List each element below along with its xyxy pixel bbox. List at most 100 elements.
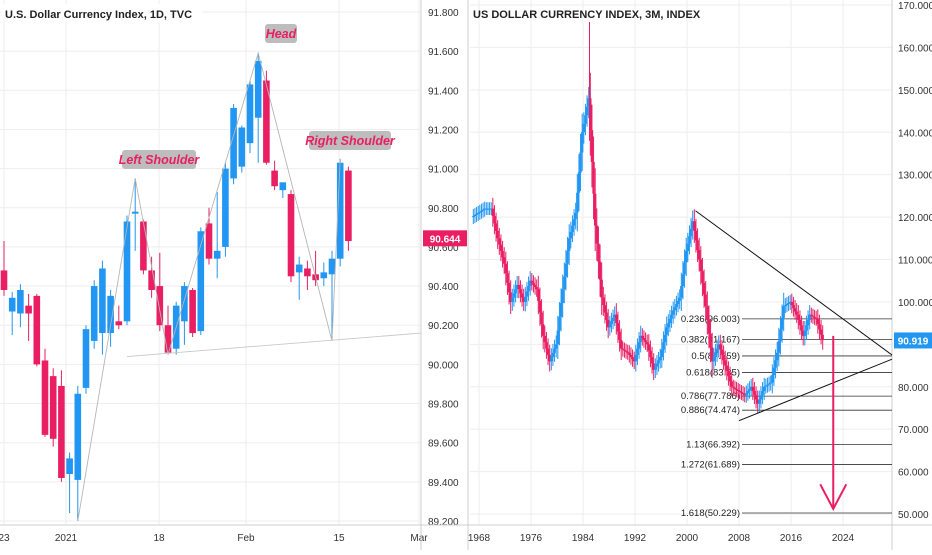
right-shoulder-label: Right Shoulder	[305, 134, 396, 148]
right-x-tick-label: 2016	[780, 533, 803, 544]
quarter-candle-body	[493, 216, 496, 224]
quarter-candle-body	[821, 334, 824, 341]
quarter-candle-body	[720, 349, 724, 355]
quarter-candle-body	[626, 351, 629, 353]
quarter-candle-body	[590, 130, 594, 162]
right-chart-title: US DOLLAR CURRENCY INDEX, 3M, INDEX	[473, 9, 701, 21]
right-x-tick-label: 1976	[520, 533, 543, 544]
quarter-candle-body	[637, 342, 641, 349]
quarter-candle-body	[634, 354, 638, 362]
quarter-candle-body	[683, 262, 686, 275]
candle-body	[263, 80, 270, 163]
quarter-candle-body	[611, 317, 615, 322]
candle-body	[140, 221, 147, 271]
quarter-candle-body	[709, 333, 712, 348]
quarter-candle-body	[538, 300, 542, 313]
quarter-candle-body	[733, 387, 737, 389]
quarter-candle-body	[480, 210, 483, 212]
left-y-tick-label: 90.800	[428, 204, 459, 215]
quarter-candle-body	[798, 319, 802, 326]
quarter-candle-body	[571, 225, 574, 232]
quarter-candle-body	[556, 330, 560, 345]
right-x-tick-label: 1984	[572, 533, 595, 544]
quarter-candle-body	[629, 354, 633, 358]
right-price-tag: 90.919	[898, 336, 929, 347]
quarter-candle-body	[496, 230, 499, 239]
quarter-candle-body	[494, 223, 498, 231]
right-x-tick-label: 2008	[728, 533, 751, 544]
head-label: Head	[266, 27, 297, 41]
quarter-candle-body	[559, 302, 563, 317]
quarter-candle-body	[662, 342, 665, 350]
candle-body	[328, 258, 336, 275]
quarter-candle-body	[592, 161, 595, 194]
candle-body	[33, 295, 41, 365]
quarter-candle-body	[719, 344, 722, 350]
quarter-candle-body	[618, 331, 621, 341]
candle-body	[107, 295, 114, 334]
quarter-candle-body	[808, 314, 811, 320]
quarter-candle-body	[548, 354, 551, 362]
quarter-candle-body	[660, 349, 664, 358]
left-y-tick-label: 91.600	[428, 47, 459, 58]
quarter-candle-body	[631, 357, 634, 360]
candle-body	[74, 393, 82, 480]
quarter-candle-body	[569, 231, 573, 239]
quarter-candle-body	[777, 341, 781, 353]
left-plot-background	[0, 0, 421, 550]
quarter-candle-body	[806, 319, 810, 326]
quarter-candle-body	[740, 392, 743, 394]
right-shoulder-label-box	[309, 131, 391, 150]
candle-body	[115, 321, 123, 326]
candle-body	[90, 286, 98, 341]
quarter-candle-body	[644, 340, 647, 343]
quarter-candle-body	[615, 314, 618, 324]
quarter-candle-body	[472, 216, 475, 218]
quarter-candle-body	[764, 385, 768, 387]
left-y-tick-label: 91.000	[428, 165, 459, 176]
left-y-tick-label: 90.400	[428, 282, 459, 293]
quarter-candle-body	[489, 208, 493, 210]
quarter-candle-body	[717, 344, 720, 349]
left-title-backdrop	[2, 4, 202, 22]
left-y-tick-label: 91.800	[428, 8, 459, 19]
quarter-candle-body	[743, 394, 746, 396]
right-x-tick-label: 2000	[676, 533, 699, 544]
quarter-candle-body	[507, 282, 511, 293]
quarter-candle-body	[741, 393, 745, 395]
quarter-candle-body	[782, 306, 785, 318]
quarter-candle-body	[689, 228, 693, 237]
quarter-candle-body	[520, 293, 524, 298]
quarter-candle-body	[563, 276, 566, 290]
quarter-candle-body	[728, 376, 732, 382]
quarter-candle-body	[574, 212, 577, 220]
quarter-candle-body	[671, 310, 675, 315]
candle-body	[295, 264, 303, 273]
quarter-candle-body	[517, 284, 521, 290]
quarter-candle-body	[819, 329, 823, 335]
quarter-candle-body	[623, 349, 626, 351]
candle-body	[205, 223, 213, 259]
right-price-tag-box	[894, 332, 932, 349]
quarter-candle-body	[621, 348, 625, 350]
quarter-candle-body	[499, 244, 503, 252]
fib-level-label: 0.886(74.474)	[681, 405, 740, 416]
candle-body	[41, 360, 49, 435]
quarter-candle-body	[715, 348, 719, 353]
quarter-candle-body	[485, 208, 488, 210]
right-x-tick-label: 1992	[624, 533, 647, 544]
quarter-candle-body	[649, 350, 652, 358]
right-y-tick-label: 120.000	[898, 213, 932, 224]
candle-body	[287, 194, 295, 277]
right-y-tick-label: 70.000	[898, 425, 929, 436]
quarter-candle-body	[509, 292, 512, 302]
quarter-candle-body	[567, 238, 571, 252]
quarter-candle-body	[696, 240, 699, 250]
quarter-candle-body	[606, 319, 610, 328]
candle-body	[17, 289, 24, 314]
quarter-candle-body	[645, 342, 649, 345]
quarter-candle-body	[642, 337, 646, 341]
quarter-candle-body	[545, 342, 548, 349]
quarter-candle-body	[691, 221, 694, 229]
quarter-candle-body	[675, 304, 678, 308]
